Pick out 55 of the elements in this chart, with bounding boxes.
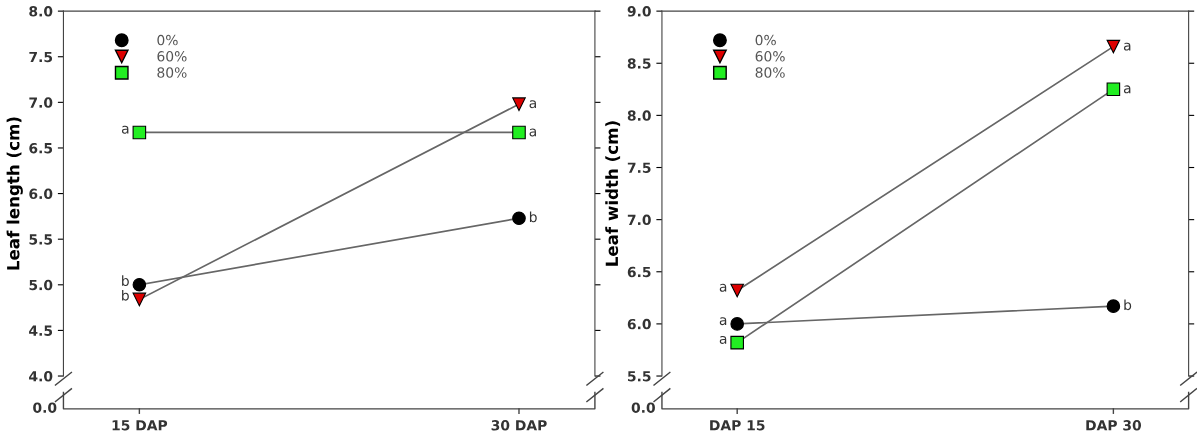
legend-label: 60% (157, 51, 187, 62)
data-label: a (719, 283, 727, 292)
data-label: a (529, 100, 536, 109)
point (730, 335, 744, 350)
y-tick-label: 6.0 (29, 188, 53, 200)
y-axis-title: Leaf length (cm) (6, 117, 23, 270)
y-tick-label: 4.5 (29, 325, 53, 336)
data-label: a (121, 125, 129, 134)
x-tick-label: 15 DAP (112, 420, 168, 431)
point (512, 97, 526, 111)
y-tick-label: 5.5 (29, 234, 53, 245)
data-label: a (1123, 42, 1131, 51)
data-label: b (1124, 299, 1132, 311)
y-tick-label: 6.5 (29, 142, 53, 154)
legend-label: 60% (755, 51, 785, 62)
y-tick-label: 4.0 (29, 370, 53, 382)
data-label: a (529, 128, 536, 137)
point (132, 125, 147, 140)
data-label: a (1123, 85, 1131, 94)
y-tick-label: 8.0 (29, 6, 53, 17)
x-tick-label: DAP 15 (710, 420, 765, 431)
y-tick-label: 7.0 (627, 214, 651, 226)
data-label: a (719, 335, 727, 344)
point (1106, 39, 1121, 54)
point (1106, 82, 1121, 97)
data-label: a (719, 317, 727, 326)
y-tick-label: 5.5 (627, 371, 651, 382)
point (132, 277, 147, 292)
point (512, 125, 526, 140)
legend-label: 80% (157, 67, 187, 78)
legend-label: 80% (755, 67, 785, 78)
legend-label: 0% (755, 34, 776, 46)
x-tick-label: 30 DAP (491, 420, 547, 431)
y-tick-label: 6.5 (627, 266, 651, 278)
y-tick-label: 7.0 (29, 97, 53, 108)
data-label: b (122, 275, 129, 287)
y-tick-label: 6.0 (627, 318, 651, 330)
point (730, 317, 744, 331)
point (132, 292, 147, 307)
y-tick-label: 9.0 (627, 6, 651, 17)
data-label: b (529, 211, 537, 223)
legend-label: 0% (157, 34, 178, 46)
text: 0.0 (631, 402, 655, 413)
y-tick-label: 8.5 (627, 58, 651, 69)
data-label: b (122, 289, 129, 301)
point (512, 211, 526, 226)
point (730, 283, 744, 298)
y-axis-title: Leaf width (cm) (605, 121, 621, 266)
y-tick-label: 5.0 (29, 279, 53, 291)
y-tick-label: 7.5 (29, 51, 53, 63)
y-tick-label: 7.5 (627, 162, 651, 173)
y-tick-label: 8.0 (627, 110, 651, 121)
x-tick-label: DAP 30 (1086, 420, 1142, 431)
point (1106, 299, 1121, 313)
text: 0.0 (33, 402, 57, 413)
